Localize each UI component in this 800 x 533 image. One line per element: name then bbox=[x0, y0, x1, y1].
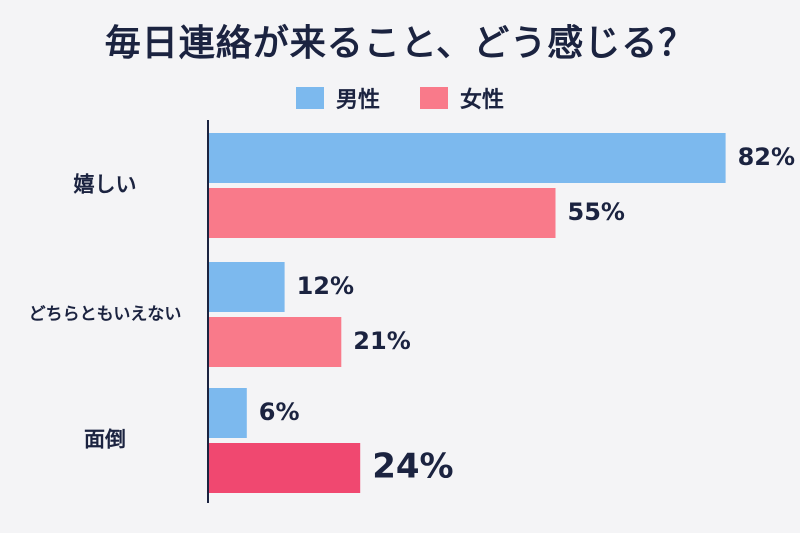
legend-item-male: 男性 bbox=[295, 82, 380, 114]
bar-happy-male bbox=[209, 133, 726, 183]
legend-label-female: 女性 bbox=[460, 88, 505, 113]
legend-swatch-male bbox=[295, 87, 324, 109]
category-label-annoying: 面倒 bbox=[84, 428, 126, 452]
value-label-happy-female: 55% bbox=[568, 198, 625, 226]
legend-item-female: 女性 bbox=[420, 82, 504, 114]
bar-annoying-male bbox=[209, 388, 247, 438]
value-label-happy-male: 82% bbox=[738, 143, 795, 171]
bar-neutral-male bbox=[209, 262, 285, 312]
value-label-neutral-female: 21% bbox=[353, 327, 410, 355]
legend-swatch-female bbox=[420, 87, 448, 109]
category-label-neutral: どちらともいえない bbox=[29, 305, 182, 325]
bar-annoying-female bbox=[209, 443, 361, 493]
legend: 男性 女性 bbox=[0, 82, 800, 114]
value-label-annoying-female: 24% bbox=[372, 447, 453, 487]
value-label-neutral-male: 12% bbox=[297, 272, 354, 300]
category-label-happy: 嬉しい bbox=[74, 173, 137, 197]
bar-happy-female bbox=[209, 188, 556, 238]
chart-title: 毎日連絡が来ること、どう感じる？ bbox=[104, 23, 696, 64]
bar-neutral-female bbox=[209, 317, 342, 367]
legend-label-male: 男性 bbox=[335, 88, 380, 113]
value-label-annoying-male: 6% bbox=[259, 398, 300, 426]
